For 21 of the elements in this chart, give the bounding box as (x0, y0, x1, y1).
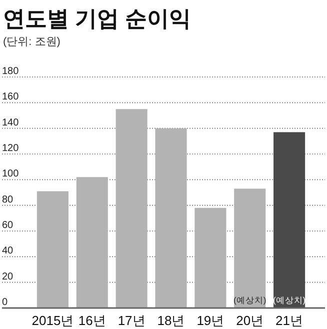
ytick: 80 (2, 194, 14, 206)
ytick: 180 (2, 66, 19, 77)
title: 연도별 기업 순이익 (3, 6, 192, 31)
xtick: 20년 (236, 313, 264, 328)
ytick: 20 (2, 271, 14, 282)
xtick: 2015년 (32, 313, 74, 328)
ytick: 0 (2, 297, 8, 308)
annotation: (예상치) (272, 295, 306, 305)
annotation: (예상치) (234, 295, 266, 305)
ytick: 160 (2, 92, 19, 103)
ytick: 140 (2, 117, 19, 128)
xtick: 19년 (196, 313, 224, 328)
ytick: 100 (2, 168, 19, 180)
ytick: 60 (2, 220, 14, 231)
xtick: 16년 (78, 313, 106, 328)
subtitle: (단위: 조원) (3, 36, 60, 48)
xtick: 21년 (276, 313, 304, 328)
ytick: 120 (2, 143, 19, 154)
xtick: 18년 (157, 313, 185, 328)
ytick: 40 (2, 246, 14, 257)
xtick: 17년 (118, 313, 146, 328)
